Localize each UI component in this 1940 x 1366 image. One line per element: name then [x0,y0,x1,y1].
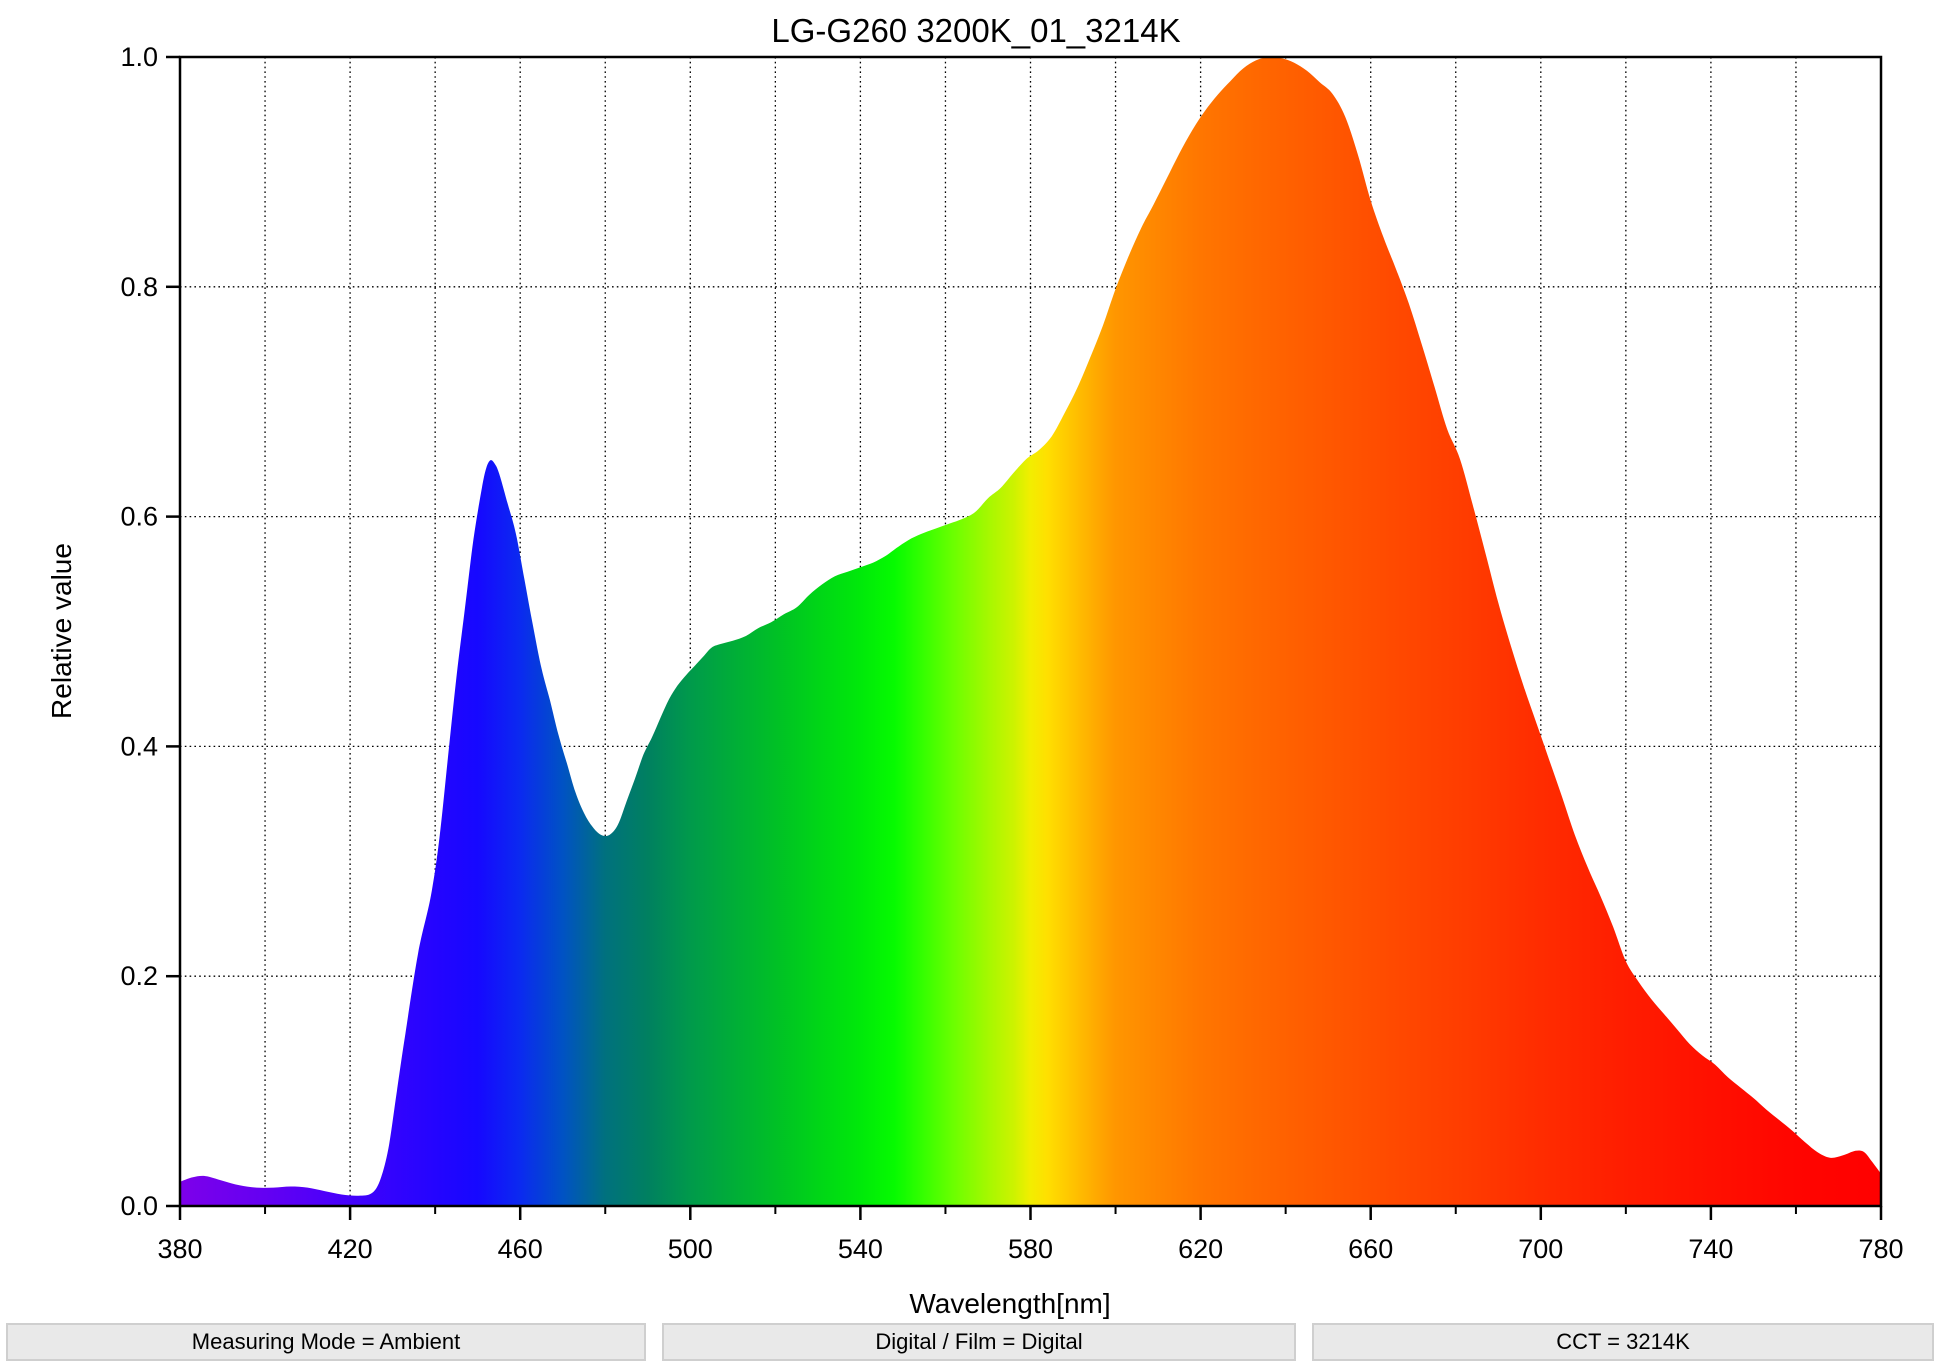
status-bar-measuring-mode: Measuring Mode = Ambient [6,1323,646,1361]
spectral-area [180,56,1881,1207]
x-tick-label: 540 [838,1234,883,1264]
status-bar-cct: CCT = 3214K [1312,1323,1934,1361]
y-tick-label: 0.0 [120,1191,158,1221]
y-tick-label: 0.2 [120,961,158,991]
x-tick-label: 380 [157,1234,202,1264]
status-bar-cct-text: CCT = 3214K [1556,1329,1690,1354]
x-tick-label: 620 [1178,1234,1223,1264]
x-tick-label: 740 [1688,1234,1733,1264]
x-tick-label: 660 [1348,1234,1393,1264]
x-tick-label: 700 [1518,1234,1563,1264]
x-tick-label: 460 [498,1234,543,1264]
chart-title: LG-G260 3200K_01_3214K [771,12,1181,49]
y-tick-label: 1.0 [120,42,158,72]
status-bar-digital-film-text: Digital / Film = Digital [875,1329,1083,1354]
y-tick-label: 0.8 [120,272,158,302]
x-tick-label: 500 [668,1234,713,1264]
status-bar-measuring-mode-text: Measuring Mode = Ambient [191,1329,461,1354]
x-axis-title: Wavelength[nm] [909,1288,1111,1319]
y-tick-label: 0.6 [120,502,158,532]
y-axis-title: Relative value [46,543,77,719]
status-bar-digital-film: Digital / Film = Digital [662,1323,1296,1361]
y-tick-label: 0.4 [120,731,158,761]
x-tick-label: 580 [1008,1234,1053,1264]
x-tick-label: 780 [1858,1234,1903,1264]
x-tick-label: 420 [328,1234,373,1264]
